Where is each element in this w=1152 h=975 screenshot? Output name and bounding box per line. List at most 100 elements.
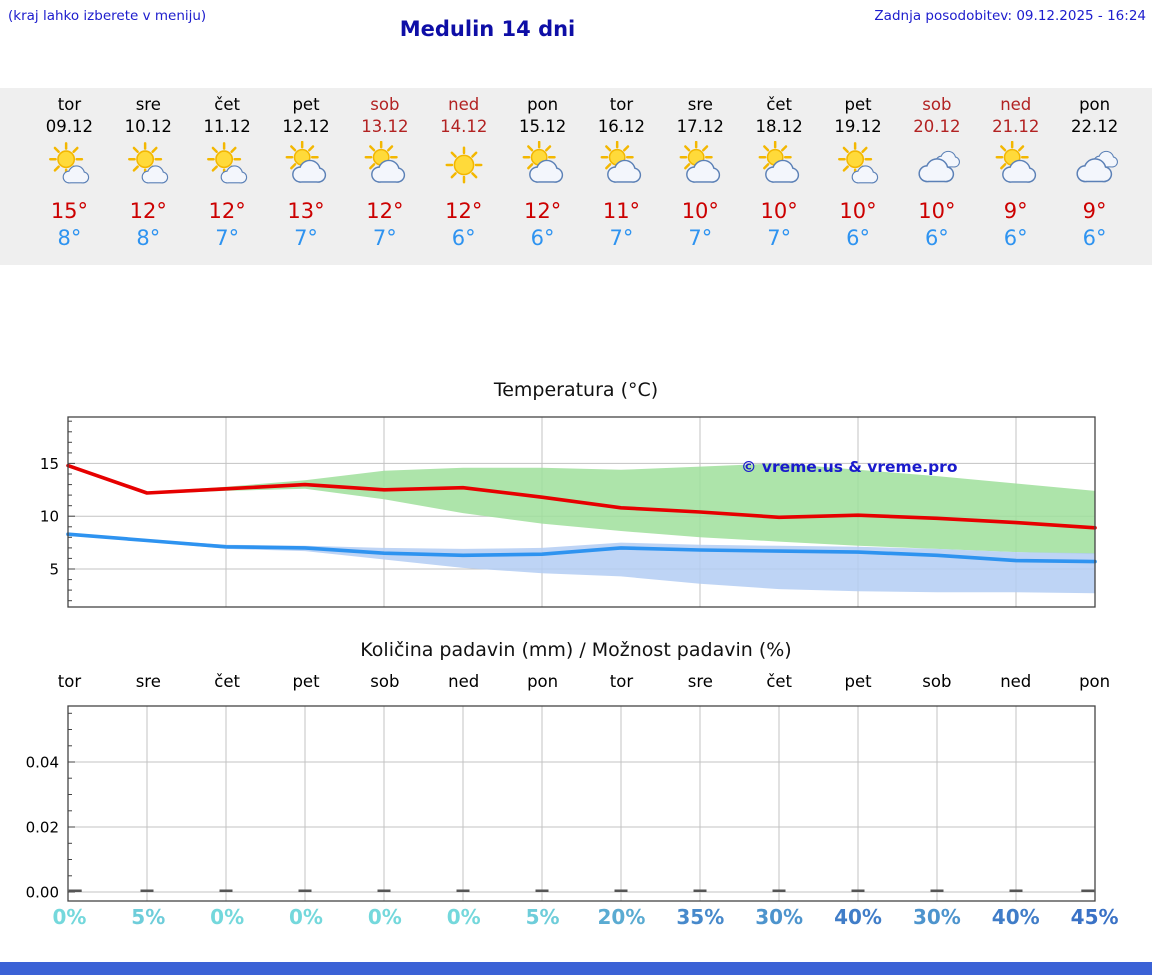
min-temp: 6°	[451, 226, 476, 250]
forecast-day-12.12: pet 12.12 13° 7°	[267, 94, 346, 265]
forecast-day-10.12: sre 10.12 12° 8°	[109, 94, 188, 265]
max-temp: 9°	[1003, 199, 1028, 223]
max-temp: 12°	[208, 199, 246, 223]
precip-percent: 5%	[131, 905, 166, 929]
forecast-day-17.12: sre 17.12 10° 7°	[661, 94, 740, 265]
forecast-day-16.12: tor 16.12 11° 7°	[582, 94, 661, 265]
forecast-day-20.12: sob 20.12 10° 6°	[897, 94, 976, 265]
mostly-sunny-icon	[49, 142, 90, 184]
precip-percent: 20%	[597, 905, 646, 929]
precipitation-chart-title: Količina padavin (mm) / Možnost padavin …	[360, 639, 792, 661]
top-bar: (kraj lahko izberete v meniju) Medulin 1…	[0, 0, 1152, 46]
day-date: 11.12	[203, 117, 251, 136]
precip-percent: 0%	[367, 905, 402, 929]
precip-percent: 0%	[446, 905, 481, 929]
precip-day-label: tor	[57, 672, 82, 691]
weather-icon-slot	[976, 140, 1055, 191]
day-date: 09.12	[45, 117, 94, 136]
partly-cloudy-icon	[285, 140, 327, 183]
forecast-day-19.12: pet 19.12 10° 6°	[819, 94, 898, 265]
max-temp: 10°	[681, 199, 719, 223]
forecast-day-14.12: ned 14.12 12° 6°	[424, 94, 503, 265]
day-name: sre	[687, 95, 713, 114]
weather-icon-slot	[661, 140, 740, 191]
precip-day-label: ned	[448, 672, 480, 691]
svg-text:5: 5	[49, 561, 59, 579]
day-name: sre	[135, 95, 161, 114]
precip-day-label: pon	[527, 672, 559, 691]
precip-day-label: tor	[609, 672, 634, 691]
precip-day-label: sre	[135, 672, 161, 691]
forecast-day-22.12: pon 22.12 9° 6°	[1055, 94, 1134, 265]
weather-icon-slot	[30, 141, 109, 191]
max-temp: 10°	[918, 199, 956, 223]
sunny-icon	[445, 146, 483, 184]
precip-percent: 30%	[755, 905, 804, 929]
day-name: tor	[57, 95, 82, 114]
precip-percent: 0%	[289, 905, 323, 929]
temperature-chart: 5 10 15 © vreme.us & vreme.pro	[40, 416, 1097, 608]
min-temp: 7°	[688, 226, 713, 250]
day-date: 17.12	[676, 117, 724, 136]
day-name: pon	[1079, 95, 1111, 114]
day-date: 20.12	[913, 117, 961, 136]
svg-text:0.04: 0.04	[26, 754, 59, 772]
forecast-day-09.12: tor 09.12 15° 8°	[30, 94, 109, 265]
cloudy-icon	[1076, 150, 1118, 183]
day-date: 22.12	[1070, 117, 1119, 136]
svg-text:0.00: 0.00	[26, 884, 59, 902]
max-temp: 10°	[839, 199, 877, 223]
precip-percent: 45%	[1070, 905, 1119, 929]
weather-icon-slot	[503, 140, 582, 191]
precip-day-label: ned	[1000, 672, 1032, 691]
location-menu-hint: (kraj lahko izberete v meniju)	[8, 8, 207, 24]
precip-day-label: čet	[214, 672, 240, 691]
cloudy-icon	[918, 150, 960, 183]
temperature-chart-title: Temperatura (°C)	[493, 379, 659, 401]
precipitation-chart: 0.00 0.02 0.04	[26, 705, 1096, 902]
precip-day-label: sob	[370, 672, 400, 691]
svg-text:15: 15	[40, 455, 59, 473]
watermark: © vreme.us & vreme.pro	[741, 458, 957, 476]
max-temp: 13°	[287, 199, 325, 223]
svg-text:0.02: 0.02	[26, 819, 59, 837]
weather-icon-slot	[582, 140, 661, 191]
min-temp: 7°	[609, 226, 634, 250]
partly-cloudy-icon	[601, 140, 642, 183]
partly-cloudy-icon	[364, 140, 405, 183]
weather-icon-slot	[188, 141, 267, 191]
min-temp: 7°	[294, 226, 318, 250]
precip-day-label: pon	[1079, 672, 1111, 691]
max-temp: 12°	[523, 199, 562, 223]
day-name: pet	[844, 95, 872, 114]
min-temp: 7°	[215, 226, 240, 250]
weather-icon-slot	[1055, 141, 1134, 191]
partly-cloudy-icon	[679, 140, 721, 183]
precip-day-label: pet	[292, 672, 320, 691]
forecast-day-13.12: sob 13.12 12° 7°	[345, 94, 424, 265]
svg-text:10: 10	[40, 508, 59, 526]
precip-percent: 35%	[676, 905, 725, 929]
mostly-sunny-icon	[207, 142, 248, 184]
forecast-day-11.12: čet 11.12 12° 7°	[188, 94, 267, 265]
day-date: 12.12	[282, 117, 330, 136]
max-temp: 12°	[445, 199, 483, 223]
precip-day-label: sre	[687, 672, 713, 691]
precip-percent: 40%	[834, 905, 882, 929]
weather-icon-slot	[819, 141, 898, 191]
min-temp: 7°	[767, 226, 792, 250]
weather-icon-slot	[424, 141, 503, 191]
weather-icon-slot	[897, 141, 976, 191]
min-temp: 6°	[1003, 226, 1028, 250]
day-date: 19.12	[834, 117, 882, 136]
partly-cloudy-icon	[995, 140, 1036, 183]
precip-day-labels: tor sre čet pet sob ned pon tor sre čet pet sob ned p…	[0, 672, 1152, 694]
max-temp: 11°	[602, 199, 641, 223]
precip-day-label: pet	[844, 672, 872, 691]
min-temp: 6°	[1082, 226, 1107, 250]
day-name: ned	[448, 95, 480, 114]
min-temp: 7°	[372, 226, 397, 250]
forecast-strip: tor 09.12 15° 8° sre 10.12 12° 8° čet 11.12 12° 7° p…	[0, 88, 1152, 265]
mostly-sunny-icon	[128, 142, 169, 184]
day-date: 16.12	[597, 117, 646, 136]
